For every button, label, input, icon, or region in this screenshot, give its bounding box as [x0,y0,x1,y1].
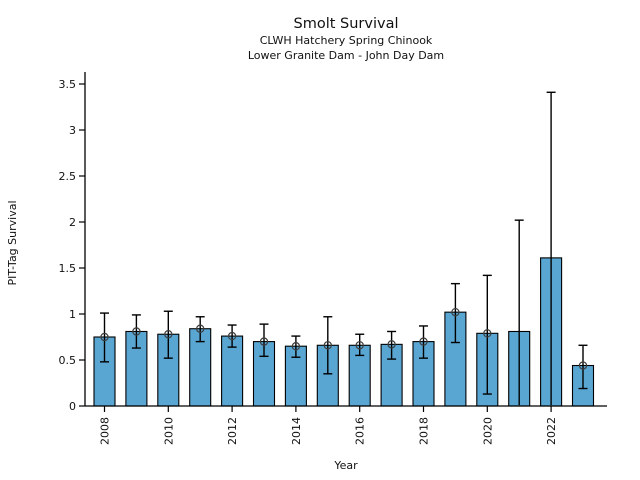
point-marker-2012 [227,331,237,341]
x-tick-label: 2012 [226,417,239,445]
plot-area: 0 0.5 1 1.5 2 2.5 3 3.5 2008 2010 2012 2014 2016 2018… [59,72,607,445]
chart-title: Smolt Survival [294,16,399,32]
point-marker-2011 [195,324,205,333]
x-tick-label: 2016 [354,417,367,445]
y-tick-label: 2 [69,216,76,229]
y-tick-label: 1 [69,308,76,321]
point-marker-2016 [355,341,364,350]
y-tick-label: 1.5 [59,262,77,275]
chart-subtitle-line2: Lower Granite Dam - John Day Dam [248,49,444,62]
point-marker-2017 [387,340,396,349]
point-marker-2019 [451,307,460,317]
y-tick-label: 0.5 [59,354,77,367]
point-marker-2009 [132,327,141,336]
point-marker-2018 [419,337,428,346]
y-tick-label: 2.5 [59,170,77,183]
x-tick-label: 2020 [481,417,494,445]
point-marker-2020 [483,329,492,338]
y-tick-label: 3.5 [59,78,77,91]
point-marker-2015 [323,341,332,350]
x-axis-label: Year [333,459,358,472]
x-tick-label: 2018 [418,417,431,445]
y-tick-label: 0 [69,400,76,413]
chart-subtitle-line1: CLWH Hatchery Spring Chinook [260,34,433,47]
x-tick-label: 2014 [290,417,303,445]
x-tick-label: 2008 [99,417,112,445]
y-tick-label: 3 [69,124,76,137]
x-tick-label: 2022 [545,417,558,445]
point-marker-2023 [578,361,588,370]
point-marker-2014 [291,342,301,351]
point-marker-2010 [164,330,173,339]
point-marker-2008 [100,332,109,342]
point-marker-2013 [259,337,269,346]
x-tick-label: 2010 [162,417,175,445]
y-axis-label: PIT-Tag Survival [6,200,19,285]
